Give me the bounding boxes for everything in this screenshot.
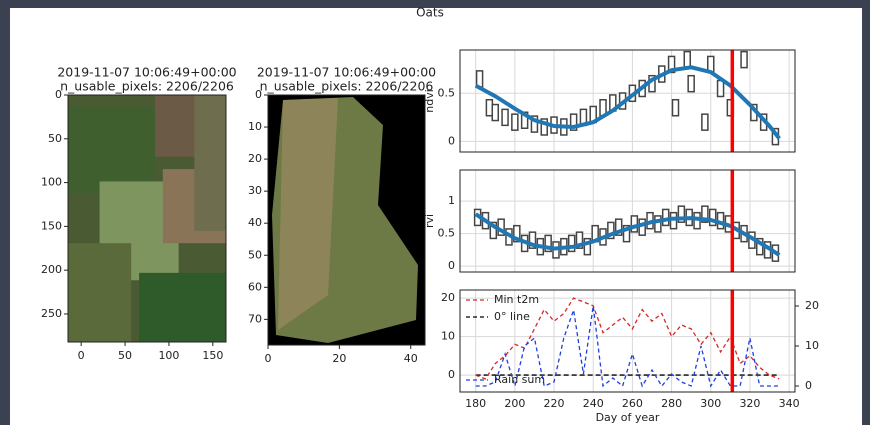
axes-frame <box>459 169 796 273</box>
box <box>683 50 692 69</box>
y-tick-label: 70 <box>248 312 262 325</box>
box <box>671 98 680 117</box>
x-tick-label: 40 <box>404 352 418 365</box>
x-tick-label: 50 <box>118 349 132 362</box>
box <box>540 118 548 136</box>
axes-frame <box>459 289 796 393</box>
field-shade <box>278 98 338 330</box>
x-axis-label: Day of year <box>596 411 660 424</box>
box <box>501 108 509 127</box>
y-tick-label: 100 <box>41 176 62 189</box>
image-title: 2019-11-07 10:06:49+00:00 <box>257 65 436 80</box>
y-tick-label: 0 <box>448 134 455 147</box>
y-tick-label: 10 <box>441 330 455 343</box>
y-axis-label: ndvi <box>423 89 436 113</box>
x-tick-label: 0 <box>78 349 85 362</box>
y-tick-label: 20 <box>248 152 262 165</box>
y-tick-label: 0 <box>448 259 455 272</box>
fit-curve <box>474 212 781 257</box>
x-tick-label: 300 <box>700 397 721 410</box>
y2-tick-label: 20 <box>805 299 819 312</box>
x-tick-label: 240 <box>583 397 604 410</box>
box <box>575 231 584 249</box>
y-tick-label: 50 <box>48 132 62 145</box>
y-tick-label: 200 <box>41 263 62 276</box>
legend-label: 0° line <box>494 310 530 323</box>
image-subtitle: n_usable_pixels: 2206/2206 <box>60 79 234 94</box>
fit-curve <box>474 65 781 140</box>
y-tick-label: 40 <box>248 216 262 229</box>
y2-tick-label: 10 <box>805 339 819 352</box>
image-patch <box>139 272 226 342</box>
box <box>489 221 498 240</box>
x-tick-label: 340 <box>779 397 800 410</box>
box <box>583 237 592 256</box>
x-tick-label: 220 <box>544 397 565 410</box>
box <box>607 221 615 240</box>
y-tick-label: 150 <box>41 219 62 232</box>
series-line <box>475 305 780 389</box>
box <box>530 115 539 133</box>
y2-tick-label: 0 <box>805 379 812 392</box>
x-tick-label: 180 <box>465 397 486 410</box>
y-tick-label: 20 <box>441 291 455 304</box>
y-tick-label: 60 <box>248 280 262 293</box>
box <box>544 234 552 253</box>
y-tick-label: 250 <box>41 307 62 320</box>
box <box>701 205 709 223</box>
satellite-image <box>68 95 226 342</box>
box <box>630 215 639 233</box>
image-patch <box>68 107 155 194</box>
masked-image <box>268 95 425 345</box>
box <box>485 98 494 117</box>
x-tick-label: 20 <box>332 352 346 365</box>
legend-label: Rain sum <box>494 373 545 386</box>
y-tick-label: 0 <box>255 88 262 101</box>
box <box>491 103 500 122</box>
image-patch <box>68 243 132 342</box>
x-tick-label: 320 <box>739 397 760 410</box>
box <box>622 224 631 243</box>
box <box>687 74 695 93</box>
box <box>528 231 537 249</box>
y-axis-label: rvi <box>423 214 436 228</box>
y-tick-label: 50 <box>248 248 262 261</box>
image-patch <box>194 95 226 231</box>
box <box>513 224 521 243</box>
box <box>708 208 717 227</box>
box <box>567 234 576 253</box>
y-tick-label: 0 <box>55 88 62 101</box>
x-tick-label: 260 <box>622 397 643 410</box>
x-tick-label: 100 <box>158 349 179 362</box>
box <box>569 113 578 131</box>
y-tick-label: 1 <box>448 194 455 207</box>
image-title: 2019-11-07 10:06:49+00:00 <box>57 65 236 80</box>
legend-label: Min t2m <box>494 293 539 306</box>
box <box>740 50 748 69</box>
y-tick-label: 0 <box>448 368 455 381</box>
y-tick-label: 30 <box>248 184 262 197</box>
box <box>716 79 725 98</box>
x-tick-label: 200 <box>504 397 525 410</box>
y-tick-label: 0.5 <box>438 86 456 99</box>
y-tick-label: 0.5 <box>438 227 456 240</box>
figure-title: Oats <box>416 6 444 20</box>
box <box>677 205 686 223</box>
x-tick-label: 280 <box>661 397 682 410</box>
box <box>614 218 623 236</box>
box <box>511 113 519 131</box>
x-tick-label: 150 <box>202 349 223 362</box>
axes-frame <box>267 94 426 346</box>
axes-frame <box>67 94 227 343</box>
image-subtitle: n_usable_pixels: 2206/2206 <box>260 79 434 94</box>
x-tick-label: 0 <box>265 352 272 365</box>
box <box>654 215 662 233</box>
box <box>701 113 709 131</box>
y-tick-label: 10 <box>248 120 262 133</box>
axes-frame <box>459 49 796 153</box>
